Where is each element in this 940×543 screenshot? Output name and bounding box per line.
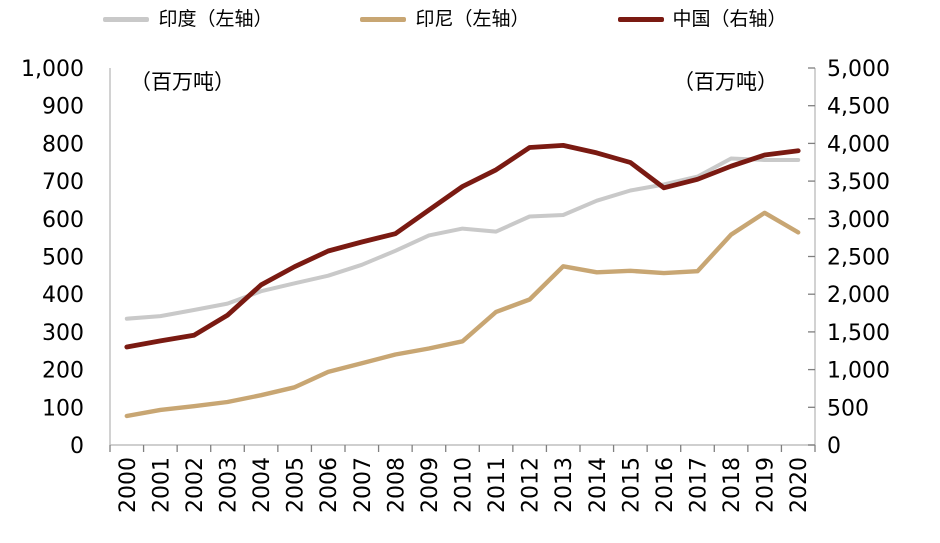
chart-legend: 印度（左轴） 印尼（左轴） 中国（右轴）	[0, 10, 890, 29]
legend-label-india: 印度（左轴）	[158, 8, 273, 30]
left-axis-tick-label: 900	[42, 95, 84, 120]
right-axis-tick-label: 4,000	[827, 132, 890, 157]
x-axis-tick-label: 2016	[653, 457, 678, 513]
x-axis-tick-label: 2000	[116, 457, 141, 513]
right-axis-tick-label: 2,000	[827, 283, 890, 308]
x-axis-tick-label: 2008	[384, 457, 409, 513]
x-axis-tick-label: 2015	[619, 457, 644, 513]
x-axis-tick-label: 2010	[452, 457, 477, 513]
x-axis-tick-label: 2014	[586, 457, 611, 513]
right-axis-tick-label: 1,500	[827, 321, 890, 346]
left-axis-tick-label: 1,000	[21, 57, 84, 82]
right-axis-tick-label: 5,000	[827, 57, 890, 82]
x-axis-tick-label: 2001	[149, 457, 174, 513]
left-axis-tick-label: 500	[42, 246, 84, 271]
left-axis-tick-label: 600	[42, 208, 84, 233]
legend-swatch-india	[103, 17, 150, 22]
right-axis-tick-label: 1,000	[827, 359, 890, 384]
left-axis-tick-label: 800	[42, 132, 84, 157]
x-axis-tick-label: 2020	[787, 457, 812, 513]
x-axis-tick-label: 2019	[754, 457, 779, 513]
x-axis-tick-label: 2012	[519, 457, 544, 513]
right-axis-tick-label: 2,500	[827, 246, 890, 271]
right-axis-tick-label: 3,500	[827, 170, 890, 195]
left-axis-tick-label: 0	[70, 434, 84, 459]
series-line-1	[124, 210, 801, 419]
legend-item-india: 印度（左轴）	[103, 10, 272, 29]
x-axis-tick-label: 2018	[720, 457, 745, 513]
right-axis-unit-label: （百万吨）	[673, 70, 778, 94]
left-axis-tick-label: 400	[42, 283, 84, 308]
right-axis-tick-label: 4,500	[827, 95, 890, 120]
left-axis-tick-label: 200	[42, 359, 84, 384]
legend-swatch-indonesia	[360, 17, 407, 22]
x-axis-tick-label: 2003	[217, 457, 242, 513]
legend-label-indonesia: 印尼（左轴）	[415, 8, 530, 30]
left-axis-unit-label: （百万吨）	[130, 70, 235, 94]
legend-item-indonesia: 印尼（左轴）	[360, 8, 530, 30]
right-axis-tick-label: 500	[827, 396, 869, 421]
right-axis-tick-label: 3,000	[827, 208, 890, 233]
x-axis-tick-label: 2005	[284, 457, 309, 513]
x-axis-tick-label: 2004	[250, 457, 275, 513]
x-axis-tick-label: 2007	[351, 457, 376, 513]
right-axis-tick-label: 0	[827, 434, 841, 459]
x-axis-tick-label: 2017	[687, 457, 712, 513]
x-axis-tick-label: 2006	[317, 457, 342, 513]
left-axis-tick-label: 300	[42, 321, 84, 346]
series-line-0	[124, 156, 801, 321]
series-line-2	[124, 142, 801, 350]
x-axis-tick-label: 2013	[552, 457, 577, 513]
legend-label-china: 中国（右轴）	[672, 8, 787, 30]
x-axis-tick-label: 2002	[183, 457, 208, 513]
x-axis-tick-label: 2009	[418, 457, 443, 513]
legend-swatch-china	[617, 17, 664, 22]
legend-item-china: 中国（右轴）	[617, 8, 787, 30]
x-axis-tick-label: 2011	[485, 457, 510, 513]
left-axis-tick-label: 100	[42, 396, 84, 421]
left-axis-tick-label: 700	[42, 170, 84, 195]
